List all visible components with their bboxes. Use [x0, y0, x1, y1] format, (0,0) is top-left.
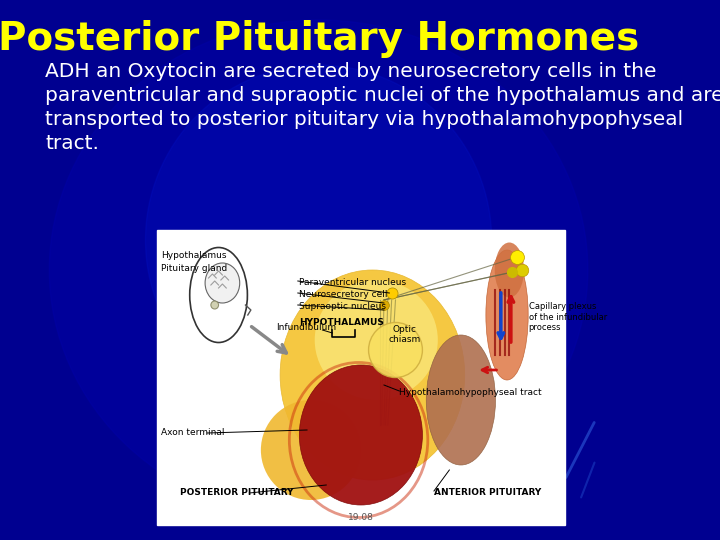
Text: Hypothalamus: Hypothalamus — [161, 251, 226, 260]
Ellipse shape — [211, 301, 219, 309]
Ellipse shape — [426, 335, 495, 465]
Text: Optic
chiasm: Optic chiasm — [389, 325, 421, 344]
Ellipse shape — [189, 247, 248, 342]
Text: POSTERIOR PITUITARY: POSTERIOR PITUITARY — [180, 488, 294, 497]
Text: tract.: tract. — [45, 134, 99, 153]
Ellipse shape — [495, 242, 524, 298]
FancyArrowPatch shape — [566, 422, 594, 477]
Ellipse shape — [486, 250, 528, 380]
Text: 19.08: 19.08 — [348, 513, 374, 522]
Ellipse shape — [49, 20, 588, 520]
Text: paraventricular and supraoptic nuclei of the hypothalamus and are: paraventricular and supraoptic nuclei of… — [45, 86, 720, 105]
Ellipse shape — [280, 270, 464, 480]
Ellipse shape — [300, 365, 423, 505]
Text: Paraventricular nucleus: Paraventricular nucleus — [300, 278, 407, 287]
Text: Axon terminal: Axon terminal — [161, 428, 225, 437]
Text: Pituitary gland: Pituitary gland — [161, 264, 227, 273]
Ellipse shape — [261, 400, 361, 500]
Text: Posterior Pituitary Hormones: Posterior Pituitary Hormones — [0, 20, 639, 58]
Bar — [157, 230, 564, 525]
Text: Neurosecretory cell: Neurosecretory cell — [300, 290, 388, 299]
Text: HYPOTHALAMUS: HYPOTHALAMUS — [300, 318, 384, 327]
Text: ANTERIOR PITUITARY: ANTERIOR PITUITARY — [434, 488, 541, 497]
FancyArrowPatch shape — [581, 463, 595, 497]
Ellipse shape — [369, 322, 423, 377]
Text: Supraoptic nucleus: Supraoptic nucleus — [300, 302, 387, 311]
Ellipse shape — [205, 263, 240, 303]
Text: Capillary plexus
of the infundibular
process: Capillary plexus of the infundibular pro… — [528, 302, 607, 332]
Ellipse shape — [315, 280, 438, 400]
Ellipse shape — [145, 65, 492, 415]
Text: Hypothalamohypophyseal tract: Hypothalamohypophyseal tract — [400, 388, 542, 397]
Text: Infundibulum: Infundibulum — [276, 323, 336, 332]
Text: ADH an Oxytocin are secreted by neurosecretory cells in the: ADH an Oxytocin are secreted by neurosec… — [45, 62, 657, 81]
Text: transported to posterior pituitary via hypothalamohypophyseal: transported to posterior pituitary via h… — [45, 110, 683, 129]
